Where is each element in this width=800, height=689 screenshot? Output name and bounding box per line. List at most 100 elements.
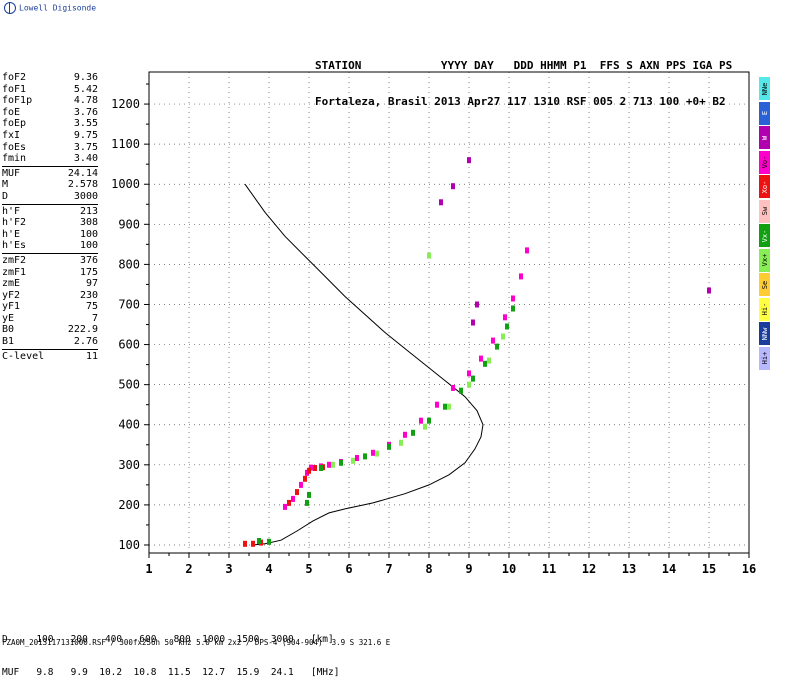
echo-point: [313, 465, 317, 471]
param-name: fxI: [2, 129, 21, 141]
echo-point: [707, 287, 711, 294]
param-row: zmF2 376: [2, 255, 98, 267]
param-row: foEs 3.75: [2, 142, 98, 154]
param-row: C-level 11: [2, 351, 98, 363]
param-row: B0 222.9: [2, 324, 98, 336]
legend-item: Vx-: [759, 224, 770, 247]
param-row: D 3000: [2, 191, 98, 203]
legend-label: NNw: [760, 327, 769, 340]
echo-point: [471, 375, 475, 382]
x-tick-label: 5: [305, 562, 312, 576]
echo-point: [495, 343, 499, 350]
ionogram-chart: 1 2 3 4 5 6 7 8 9 10 11 12 13 14 15 1610020030040050060…: [111, 71, 756, 576]
legend-label: Hi+: [760, 351, 769, 365]
param-value: 100: [79, 228, 98, 240]
legend-item: Se: [759, 273, 770, 296]
legend-label: NNe: [760, 82, 769, 95]
param-value: 213: [79, 205, 98, 217]
legend-item: E: [759, 101, 770, 125]
x-tick-label: 16: [742, 562, 756, 576]
param-name: foF1p: [2, 95, 33, 107]
echo-point: [309, 464, 313, 471]
param-row: h'F 213: [2, 206, 98, 218]
param-name: foF2: [2, 72, 27, 83]
param-row: fmin 3.40: [2, 153, 98, 165]
param-name: h'Es: [2, 240, 27, 252]
param-value: 175: [79, 266, 98, 278]
echo-point: [267, 538, 271, 545]
param-row: foE 3.76: [2, 107, 98, 119]
echo-series: [257, 305, 515, 545]
echo-point: [399, 439, 403, 446]
echo-point: [257, 538, 261, 544]
param-value: 9.75: [73, 129, 98, 141]
file-info: FZA0M_2013117131000.RSF / 300fx256h 50 k…: [2, 638, 391, 647]
echo-point: [427, 417, 431, 424]
echo-point: [487, 357, 491, 364]
echo-point: [355, 455, 359, 461]
legend-item: Vo-: [759, 150, 770, 174]
echo-point: [471, 319, 475, 326]
param-separator: [2, 348, 98, 350]
echo-series: [331, 252, 505, 468]
header-line-2: Fortaleza, Brasil 2013 Apr27 117 1310 RS…: [315, 95, 726, 108]
param-row: h'Es 100: [2, 240, 98, 252]
echo-point: [419, 417, 423, 424]
echo-point: [479, 355, 483, 362]
param-value: 222.9: [67, 324, 98, 336]
digisonde-logo: Lowell Digisonde: [4, 2, 96, 14]
param-value: 3.75: [73, 141, 98, 153]
legend-item: NNw: [759, 322, 770, 345]
y-tick-label: 800: [118, 257, 140, 271]
param-name: foEs: [2, 141, 27, 153]
param-value: 230: [79, 289, 98, 301]
legend-label: E: [760, 110, 769, 116]
param-name: B0: [2, 324, 15, 336]
y-tick-label: 900: [118, 217, 140, 231]
x-tick-label: 15: [702, 562, 716, 576]
echo-point: [423, 423, 427, 430]
y-tick-label: 1200: [111, 97, 140, 111]
param-name: foEp: [2, 118, 27, 130]
muf-table: D 100 200 400 600 800 1000 1500 3000 [km…: [2, 612, 339, 689]
param-name: C-level: [2, 350, 45, 362]
param-value: 75: [85, 301, 98, 313]
echo-point: [505, 323, 509, 330]
echo-point: [303, 475, 307, 482]
y-tick-label: 700: [118, 297, 140, 311]
legend-label: Vx-: [760, 229, 769, 242]
echo-point: [251, 540, 255, 547]
echo-point: [331, 461, 335, 468]
echo-point: [283, 503, 287, 510]
echo-point: [525, 247, 529, 254]
y-tick-label: 100: [118, 538, 140, 552]
param-value: 308: [79, 217, 98, 229]
x-tick-label: 8: [425, 562, 432, 576]
param-value: 3.55: [73, 118, 98, 130]
param-row: M 2.578: [2, 179, 98, 191]
param-value: 3.76: [73, 106, 98, 118]
y-tick-label: 300: [118, 458, 140, 472]
station-header: STATION YYYY DAY DDD HHMM P1 FFS S AXN P…: [315, 36, 732, 120]
param-value: 100: [79, 240, 98, 252]
param-name: D: [2, 190, 9, 202]
x-tick-label: 3: [225, 562, 232, 576]
legend-label: Vo-: [760, 155, 769, 169]
param-value: 3.40: [73, 153, 98, 165]
distance-row: D 100 200 400 600 800 1000 1500 3000 [km…: [2, 634, 334, 645]
legend-label: Hi-: [760, 302, 769, 316]
legend-label: Se: [760, 280, 769, 289]
echo-point: [443, 403, 447, 410]
echo-point: [511, 295, 515, 302]
param-name: yE: [2, 312, 15, 324]
y-tick-label: 600: [118, 338, 140, 352]
y-tick-label: 1000: [111, 177, 140, 191]
echo-point: [307, 491, 311, 498]
param-name: zmF2: [2, 254, 27, 266]
param-row: fxI 9.75: [2, 130, 98, 142]
echo-point: [467, 157, 471, 164]
param-value: 3000: [73, 190, 98, 202]
param-row: yF1 75: [2, 301, 98, 313]
param-row: foEp 3.55: [2, 118, 98, 130]
echo-point: [299, 481, 303, 488]
